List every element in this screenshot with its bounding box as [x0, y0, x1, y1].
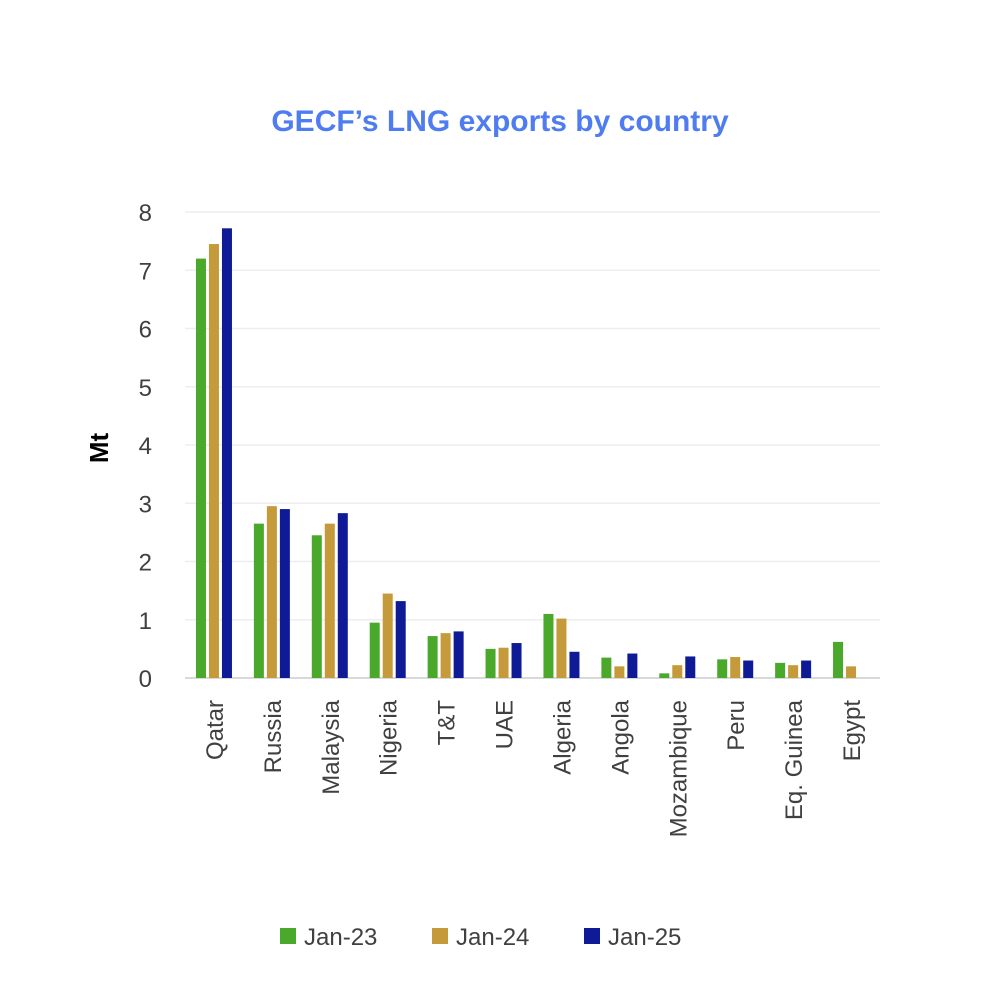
bar [498, 647, 509, 678]
bar [266, 506, 277, 678]
bar [395, 601, 406, 678]
x-category-label: T&T [434, 700, 461, 746]
x-category-label: Mozambique [665, 700, 692, 837]
x-category-label: Peru [723, 700, 750, 751]
bar [717, 659, 728, 678]
bar [453, 631, 464, 678]
x-category-label: Egypt [839, 700, 866, 762]
bar [369, 622, 380, 678]
bar [253, 523, 264, 678]
legend-swatch [432, 928, 448, 944]
y-tick-label: 7 [139, 258, 152, 285]
bar [730, 657, 741, 678]
gridlines [185, 211, 880, 621]
bar [337, 513, 348, 678]
bar [208, 244, 219, 678]
bar [427, 636, 438, 678]
y-axis-ticks: 0 1 2 3 4 5 6 7 8 [139, 200, 152, 693]
bar [440, 633, 451, 678]
bar [511, 643, 522, 678]
y-tick-label: 6 [139, 317, 152, 344]
x-category-label: Qatar [202, 700, 229, 760]
bar [846, 666, 857, 678]
x-category-label: Malaysia [318, 699, 345, 794]
bar [614, 666, 625, 678]
y-tick-label: 8 [139, 200, 152, 227]
legend-swatch [584, 928, 600, 944]
bar [775, 662, 786, 678]
bar [601, 657, 612, 678]
bar [556, 618, 567, 678]
x-category-label: Russia [260, 699, 287, 773]
x-category-label: Angola [607, 699, 634, 774]
y-axis-label: Mt [84, 433, 114, 464]
bar [221, 228, 232, 678]
legend: Jan-23 Jan-24 Jan-25 [280, 924, 681, 951]
bar [801, 660, 812, 678]
bars [195, 228, 857, 678]
legend-label: Jan-23 [304, 924, 377, 951]
y-tick-label: 3 [139, 491, 152, 518]
bar [833, 641, 844, 678]
bar [195, 258, 206, 678]
bar [324, 523, 335, 678]
legend-label: Jan-25 [608, 924, 681, 951]
y-tick-label: 4 [139, 433, 152, 460]
y-tick-label: 2 [139, 550, 152, 577]
bar [788, 665, 799, 678]
bar [685, 656, 696, 678]
bar [543, 613, 554, 678]
bar [382, 593, 393, 678]
bar [485, 648, 496, 678]
chart-title: GECF’s LNG exports by country [271, 105, 729, 138]
y-tick-label: 0 [139, 666, 152, 693]
bar [672, 665, 683, 678]
y-tick-label: 5 [139, 375, 152, 402]
x-axis-categories: Qatar Russia Malaysia Nigeria T&T UAE Algeria A… [202, 699, 866, 837]
bar [311, 535, 322, 678]
y-tick-label: 1 [139, 608, 152, 635]
bar [659, 673, 670, 678]
x-category-label: UAE [492, 700, 519, 749]
bar [569, 651, 580, 678]
bar [743, 660, 754, 678]
legend-swatch [280, 928, 296, 944]
bar [279, 509, 290, 678]
x-category-label: Nigeria [376, 699, 403, 776]
legend-label: Jan-24 [456, 924, 529, 951]
x-category-label: Eq. Guinea [781, 699, 808, 820]
x-category-label: Algeria [549, 699, 576, 774]
bar [627, 653, 638, 678]
